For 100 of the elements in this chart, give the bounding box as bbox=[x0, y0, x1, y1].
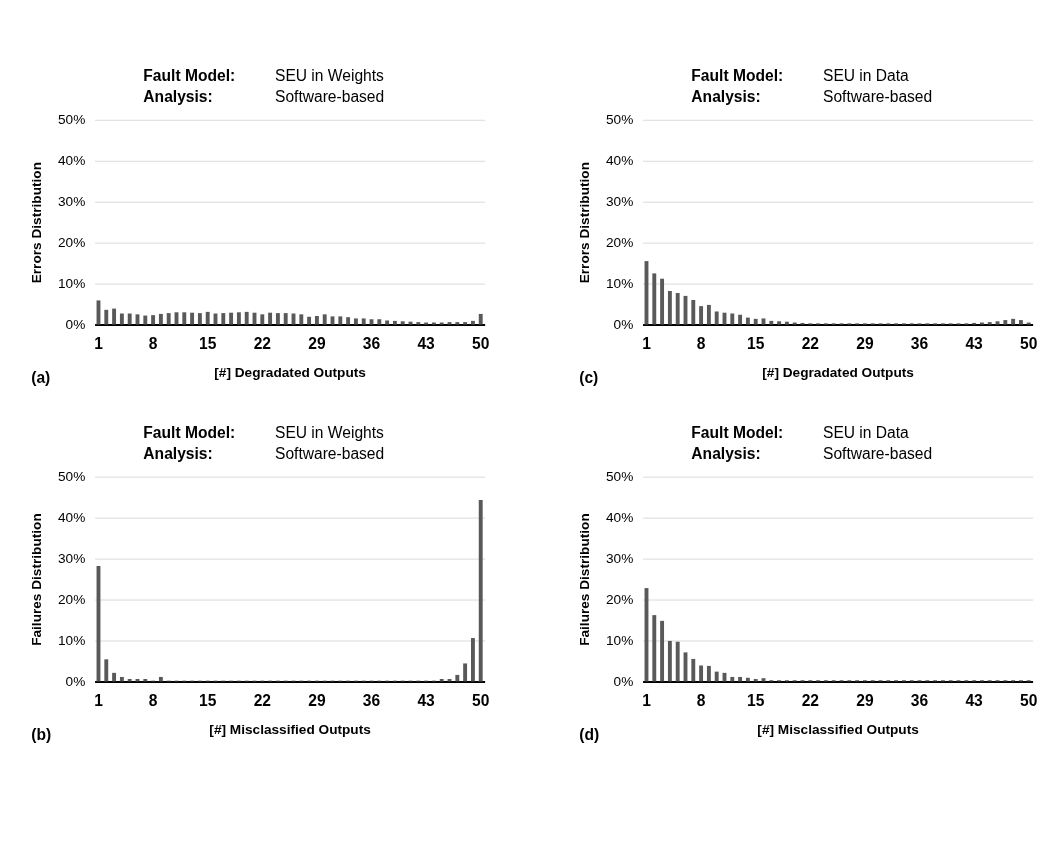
text: SEU in Data bbox=[822, 66, 910, 84]
x-tick-label: 1 bbox=[642, 335, 652, 353]
bar bbox=[112, 308, 117, 325]
y-tick-label: 0% bbox=[613, 316, 634, 332]
bar bbox=[777, 321, 782, 325]
bar bbox=[745, 317, 750, 325]
bar bbox=[119, 313, 124, 325]
bar bbox=[706, 665, 711, 682]
bar bbox=[478, 313, 483, 325]
y-tick-label: 50% bbox=[58, 469, 86, 485]
x-axis-title: [#] Misclassified Outputs bbox=[209, 721, 372, 737]
x-axis-title: [#] Degradated Outputs bbox=[762, 364, 915, 380]
y-tick-label: 20% bbox=[58, 235, 86, 251]
text: (d) bbox=[579, 725, 600, 743]
y-tick-label: 30% bbox=[606, 550, 634, 566]
bar bbox=[127, 313, 132, 325]
x-tick-label: 22 bbox=[253, 692, 272, 710]
bar bbox=[730, 313, 735, 325]
bar bbox=[995, 321, 1000, 325]
x-tick-label: 22 bbox=[253, 335, 272, 353]
x-tick-label: 8 bbox=[696, 335, 706, 353]
x-tick-label: 43 bbox=[965, 692, 984, 710]
bar bbox=[361, 318, 366, 325]
y-tick-label: 30% bbox=[606, 194, 634, 210]
text: Software-based bbox=[274, 88, 385, 106]
x-tick-label: 36 bbox=[910, 692, 929, 710]
text: SEU in Weights bbox=[274, 423, 385, 441]
bar bbox=[792, 322, 797, 325]
x-tick-label: 43 bbox=[965, 335, 984, 353]
bar bbox=[699, 306, 704, 325]
x-tick-label: 8 bbox=[696, 692, 706, 710]
y-tick-label: 50% bbox=[606, 112, 634, 128]
bar bbox=[299, 314, 304, 325]
x-tick-label: 15 bbox=[199, 335, 217, 353]
y-axis-title: Errors Distribution bbox=[29, 162, 45, 284]
bar bbox=[416, 322, 421, 325]
bar bbox=[260, 314, 265, 325]
bar bbox=[275, 313, 280, 325]
y-tick-label: 20% bbox=[606, 235, 634, 251]
bar bbox=[652, 615, 657, 682]
x-tick-label: 15 bbox=[199, 692, 217, 710]
text: Software-based bbox=[822, 88, 933, 106]
bar bbox=[431, 322, 436, 325]
y-tick-label: 40% bbox=[606, 510, 634, 526]
bar bbox=[197, 313, 202, 325]
y-axis-title: Failures Distribution bbox=[29, 513, 45, 646]
y-tick-label: 40% bbox=[58, 153, 86, 169]
bar bbox=[377, 319, 382, 325]
x-tick-label: 15 bbox=[747, 335, 765, 353]
x-tick-label: 1 bbox=[94, 335, 104, 353]
text: Software-based bbox=[822, 445, 933, 463]
text: Analysis: bbox=[143, 88, 213, 106]
x-tick-label: 22 bbox=[801, 335, 820, 353]
y-tick-label: 40% bbox=[58, 510, 86, 526]
bar bbox=[1011, 318, 1016, 325]
x-tick-label: 43 bbox=[417, 335, 436, 353]
bar bbox=[353, 318, 358, 325]
x-tick-label: 15 bbox=[747, 692, 765, 710]
y-tick-label: 50% bbox=[58, 112, 86, 128]
text: Fault Model: bbox=[691, 423, 784, 441]
bar bbox=[699, 665, 704, 682]
y-tick-label: 10% bbox=[606, 276, 634, 291]
bar bbox=[229, 312, 234, 325]
bar bbox=[667, 640, 672, 682]
text: (b) bbox=[31, 725, 52, 743]
y-tick-label: 10% bbox=[606, 632, 634, 648]
bar bbox=[143, 315, 148, 325]
bar bbox=[455, 322, 460, 325]
bar bbox=[439, 322, 444, 325]
x-tick-label: 1 bbox=[94, 692, 104, 710]
x-tick-label: 8 bbox=[148, 335, 158, 353]
bar bbox=[470, 320, 475, 325]
x-tick-label: 50 bbox=[1020, 692, 1038, 710]
bar bbox=[221, 313, 226, 325]
text: Software-based bbox=[274, 445, 385, 463]
bar bbox=[1026, 322, 1031, 325]
y-tick-label: 20% bbox=[58, 591, 86, 607]
y-axis-title: Errors Distribution bbox=[577, 162, 593, 284]
bar bbox=[691, 300, 696, 325]
text: Fault Model: bbox=[691, 66, 784, 84]
bar bbox=[455, 674, 460, 682]
y-tick-label: 20% bbox=[606, 591, 634, 607]
bar bbox=[463, 663, 468, 682]
bar bbox=[691, 658, 696, 682]
bar bbox=[205, 311, 210, 325]
bar bbox=[112, 672, 117, 682]
bar bbox=[166, 313, 171, 325]
bar bbox=[158, 313, 163, 325]
bar bbox=[400, 321, 405, 325]
text: (a) bbox=[31, 369, 51, 387]
x-tick-label: 50 bbox=[1020, 335, 1038, 353]
text: SEU in Weights bbox=[274, 66, 385, 84]
x-tick-label: 29 bbox=[856, 692, 874, 710]
bar bbox=[236, 312, 241, 325]
bar bbox=[769, 320, 774, 325]
bar bbox=[392, 320, 397, 325]
text: (c) bbox=[579, 369, 599, 387]
bar bbox=[283, 313, 288, 325]
x-axis-title: [#] Misclassified Outputs bbox=[757, 721, 920, 737]
y-axis-title: Failures Distribution bbox=[577, 513, 593, 646]
